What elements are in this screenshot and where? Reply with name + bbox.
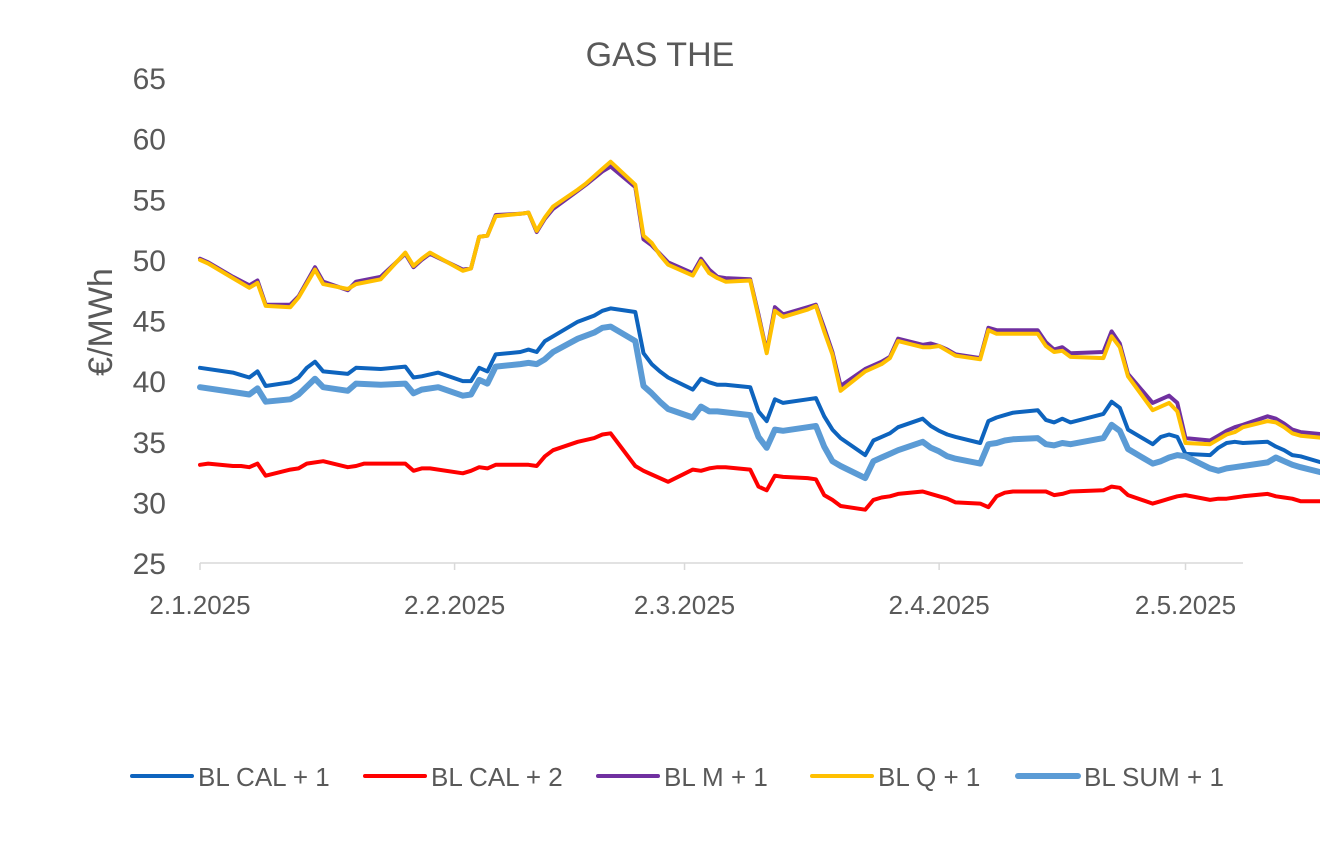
- series-line-5: [197, 323, 1320, 482]
- y-tick-label: 35: [133, 427, 166, 460]
- y-tick-label: 65: [133, 63, 166, 96]
- legend-label: BL CAL + 2: [431, 762, 563, 792]
- x-tick-label: 2.2.2025: [404, 590, 505, 620]
- y-tick-label: 25: [133, 548, 166, 581]
- x-tick-label: 2.5.2025: [1135, 590, 1236, 620]
- y-axis-ticks: 25 30 35 40 45 50 55 60 65: [133, 63, 166, 581]
- y-tick-label: 30: [133, 487, 166, 520]
- x-axis-ticks: 2.1.2025 2.2.2025 2.3.2025 2.4.2025 2.5.2025: [149, 563, 1236, 620]
- y-tick-label: 60: [133, 124, 166, 157]
- chart-title: GAS THE: [586, 36, 735, 74]
- legend-label: BL CAL + 1: [198, 762, 330, 792]
- legend-label: BL M + 1: [664, 762, 768, 792]
- y-tick-label: 50: [133, 245, 166, 278]
- series-group: [197, 159, 1320, 512]
- y-tick-label: 55: [133, 184, 166, 217]
- y-tick-label: 40: [133, 366, 166, 399]
- series-line-2: [198, 431, 1320, 512]
- x-tick-label: 2.3.2025: [634, 590, 735, 620]
- series-line-4: [198, 159, 1320, 447]
- series-line-1: [198, 306, 1320, 465]
- x-tick-label: 2.1.2025: [149, 590, 250, 620]
- legend-label: BL SUM + 1: [1084, 762, 1224, 792]
- legend-label: BL Q + 1: [878, 762, 980, 792]
- y-tick-label: 45: [133, 306, 166, 339]
- x-tick-label: 2.4.2025: [889, 590, 990, 620]
- y-axis-label: €/MWh: [82, 268, 120, 376]
- legend: BL CAL + 1 BL CAL + 2 BL M + 1 BL Q + 1 BL S…: [130, 762, 1224, 792]
